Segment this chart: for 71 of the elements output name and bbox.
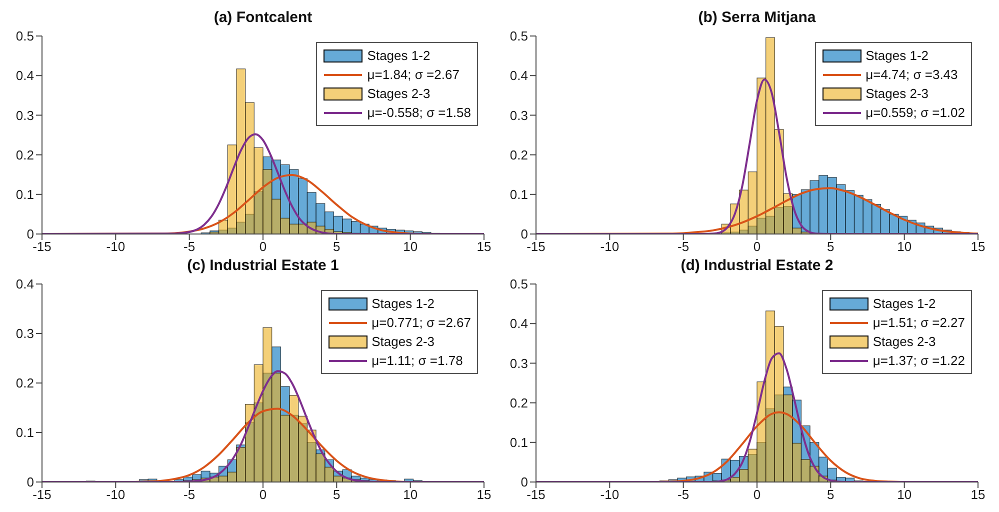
- y-tick-label: 0.4: [510, 68, 528, 84]
- y-tick-label: 0.4: [16, 68, 34, 84]
- legend-label: Stages 1-2: [367, 48, 430, 63]
- legend-label: μ=1.37; σ =1.22: [872, 353, 965, 368]
- x-tick-label: -15: [526, 239, 546, 254]
- y-tick-label: 0: [520, 226, 528, 242]
- y-tick-label: 0.2: [16, 376, 34, 391]
- x-tick-label: 5: [827, 487, 834, 502]
- y-tick-label: 0.5: [510, 28, 528, 44]
- y-tick-label: 0.4: [510, 316, 528, 332]
- legend-label: Stages 2-3: [372, 334, 434, 349]
- x-tick-label: 5: [333, 487, 340, 502]
- y-tick-label: 0.4: [16, 276, 34, 292]
- legend-label: Stages 1-2: [872, 296, 936, 311]
- x-tick-label: 0: [753, 239, 761, 254]
- y-tick-label: 0.3: [510, 356, 528, 371]
- y-tick-label: 0.2: [510, 395, 528, 410]
- x-tick-label: 15: [476, 487, 492, 502]
- x-tick-label: -10: [600, 487, 620, 502]
- chart-title: (c) Industrial Estate 1: [186, 256, 340, 276]
- legend-label: μ=1.51; σ =2.27: [872, 315, 965, 330]
- x-tick-label: -5: [678, 239, 690, 254]
- y-tick-label: 0.1: [16, 187, 34, 202]
- x-tick-label: -15: [32, 487, 52, 502]
- x-tick-label: -15: [526, 487, 546, 502]
- y-tick-label: 0.5: [16, 28, 34, 44]
- y-tick-label: 0.1: [510, 435, 528, 450]
- chart-title: (b) Serra Mitjana: [697, 8, 817, 28]
- y-tick-label: 0: [26, 226, 34, 242]
- x-tick-label: -10: [106, 487, 126, 502]
- x-tick-label: 10: [897, 487, 912, 502]
- x-tick-label: 0: [753, 487, 761, 502]
- x-tick-label: 5: [333, 239, 340, 254]
- x-tick-label: 10: [897, 239, 912, 254]
- x-tick-label: -5: [678, 487, 690, 502]
- x-tick-label: 0: [259, 239, 267, 254]
- y-tick-label: 0.2: [510, 147, 528, 162]
- x-tick-label: -10: [106, 239, 126, 254]
- legend-label: Stages 2-3: [866, 86, 928, 101]
- legend-label: μ=-0.558; σ =1.58: [367, 105, 471, 120]
- y-tick-label: 0.2: [16, 147, 34, 162]
- legend-label: μ=4.74; σ =3.43: [866, 67, 958, 82]
- x-tick-label: 10: [403, 239, 418, 254]
- y-tick-label: 0.3: [510, 108, 528, 123]
- y-tick-label: 0.1: [16, 425, 34, 440]
- legend-label: Stages 2-3: [872, 334, 936, 349]
- legend-label: Stages 1-2: [372, 296, 434, 311]
- x-tick-label: 0: [259, 487, 267, 502]
- x-tick-label: 15: [970, 487, 986, 502]
- x-tick-label: 10: [403, 487, 418, 502]
- legend-label: Stages 1-2: [866, 48, 928, 63]
- x-tick-label: 5: [827, 239, 834, 254]
- legend-label: μ=0.559; σ =1.02: [866, 105, 965, 120]
- x-tick-label: -15: [32, 239, 52, 254]
- legend-label: μ=1.84; σ =2.67: [367, 67, 460, 82]
- x-tick-label: -5: [184, 239, 196, 254]
- chart-title: (d) Industrial Estate 2: [680, 256, 834, 276]
- y-tick-label: 0.5: [510, 276, 528, 292]
- chart-title: (a) Fontcalent: [212, 8, 314, 28]
- legend-label: Stages 2-3: [367, 86, 430, 101]
- y-tick-label: 0: [26, 474, 34, 490]
- y-tick-label: 0.3: [16, 108, 34, 123]
- y-tick-label: 0.1: [510, 187, 528, 202]
- y-tick-label: 0: [520, 474, 528, 490]
- x-tick-label: 15: [970, 239, 986, 254]
- y-tick-label: 0.3: [16, 326, 34, 342]
- legend-label: μ=1.11; σ =1.78: [372, 353, 463, 368]
- legend-label: μ=0.771; σ =2.67: [372, 315, 471, 330]
- x-tick-label: 15: [476, 239, 492, 254]
- x-tick-label: -5: [184, 487, 196, 502]
- x-tick-label: -10: [600, 239, 620, 254]
